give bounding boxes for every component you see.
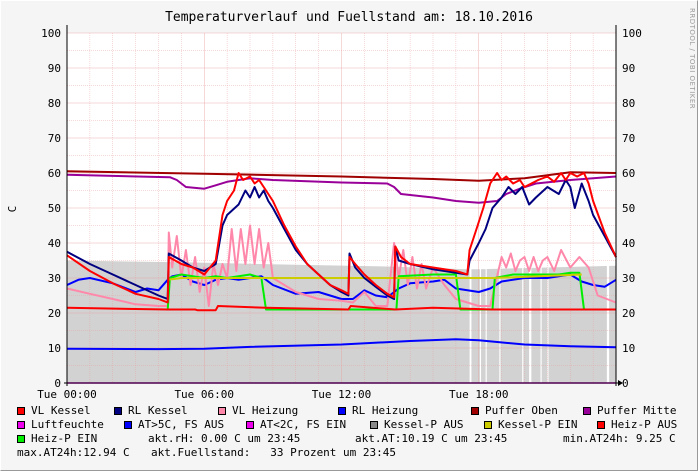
area-gap-2 (485, 260, 487, 383)
y-tick-left-50: 50 (48, 202, 61, 215)
y-tick-right-40: 40 (622, 237, 635, 250)
legend-kessel-p-aus: Kessel-P AUS (384, 418, 464, 431)
chart-title: Temperaturverlauf und Fuellstand am: 18.… (165, 10, 533, 25)
legend-swatch-puffer-oben (471, 407, 479, 415)
stat-fuellstand: akt.Fuellstand: 33 Prozent um 23:45 (151, 446, 397, 459)
y-axis-label: C (6, 206, 19, 213)
area-gap-3 (499, 260, 501, 383)
y-tick-right-20: 20 (622, 307, 635, 320)
area-gap-7 (547, 260, 549, 383)
y-tick-left-30: 30 (48, 272, 61, 285)
legend-swatch-vl-heizung (218, 407, 226, 415)
y-tick-right-0: 0 (622, 377, 629, 390)
legend-rl-heizung: RL Heizung (352, 404, 419, 417)
legend-swatch-rl-heizung (338, 407, 346, 415)
legend-swatch-luftfeuchte (17, 421, 25, 429)
y-tick-right-60: 60 (622, 167, 635, 180)
series-at-5c-fs-aus (66, 273, 617, 300)
y-tick-left-100: 100 (41, 27, 61, 40)
legend-swatch-kessel-p-aus (370, 421, 378, 429)
stat-min: min.AT24h: 9.25 C (563, 432, 676, 445)
y-tick-left-10: 10 (48, 342, 61, 355)
series-heiz-p-aus (66, 305, 616, 312)
area-gap-5 (529, 260, 532, 383)
area-gap-1 (479, 260, 482, 383)
series-puffer-oben (66, 170, 617, 182)
x-tick-18: Tue 18:00 (449, 388, 509, 401)
legend-vl-kessel: VL Kessel (31, 404, 91, 417)
legend-rl-kessel: RL Kessel (128, 404, 188, 417)
area-gap-6 (540, 260, 542, 383)
series-rl-kessel (66, 179, 617, 300)
legend-swatch-heiz-p-ein (17, 435, 25, 443)
y-tick-right-10: 10 (622, 342, 635, 355)
legend-kessel-p-ein: Kessel-P EIN (498, 418, 578, 431)
area-gap-4 (522, 260, 524, 383)
legend-swatch-kessel-p-ein (484, 421, 492, 429)
area-gap-8 (606, 260, 610, 383)
x-tick-12: Tue 12:00 (312, 388, 372, 401)
x-tick-0: Tue 00:00 (37, 388, 97, 401)
legend-swatch-at-gt5 (124, 421, 132, 429)
y-tick-right-100: 100 (622, 27, 642, 40)
legend-at-gt5: AT>5C, FS AUS (138, 418, 225, 431)
series-kessel-p-ein (167, 273, 582, 281)
y-tick-left-0: 0 (54, 377, 61, 390)
legend-swatch-rl-kessel (114, 407, 122, 415)
legend-at-lt2: AT<2C, FS EIN (260, 418, 347, 431)
legend-puffer-mitte: Puffer Mitte (597, 404, 677, 417)
legend-puffer-oben: Puffer Oben (485, 404, 558, 417)
legend-heiz-p-ein: Heiz-P EIN (31, 432, 98, 445)
stat-max: max.AT24h:12.94 C (17, 446, 130, 459)
area-gap-0 (469, 260, 472, 383)
stat-rh: akt.rH: 0.00 C um 23:45 (148, 432, 301, 445)
legend-swatch-heiz-p-aus (597, 421, 605, 429)
stat-at: akt.AT:10.19 C um 23:45 (355, 432, 508, 445)
legend-swatch-at-lt2 (246, 421, 254, 429)
legend-heiz-p-aus: Heiz-P AUS (611, 418, 678, 431)
series-rl-heizung (66, 338, 617, 351)
y-tick-left-70: 70 (48, 132, 61, 145)
y-tick-right-70: 70 (622, 132, 635, 145)
y-tick-left-20: 20 (48, 307, 61, 320)
legend-swatch-puffer-mitte (583, 407, 591, 415)
legend-swatch-vl-kessel (17, 407, 25, 415)
y-tick-left-90: 90 (48, 62, 61, 75)
y-tick-left-60: 60 (48, 167, 61, 180)
y-tick-left-80: 80 (48, 97, 61, 110)
watermark: RRDTOOL / TOBI OETIKER (688, 8, 696, 110)
x-tick-6: Tue 06:00 (174, 388, 234, 401)
x-axis-arrow (618, 380, 623, 386)
y-tick-right-80: 80 (622, 97, 635, 110)
y-tick-left-40: 40 (48, 237, 61, 250)
y-tick-right-30: 30 (622, 272, 635, 285)
legend-luftfeuchte: Luftfeuchte (31, 418, 104, 431)
legend-vl-heizung: VL Heizung (232, 404, 299, 417)
y-tick-right-50: 50 (622, 202, 635, 215)
series-vl-kessel (66, 172, 617, 304)
y-tick-right-90: 90 (622, 62, 635, 75)
